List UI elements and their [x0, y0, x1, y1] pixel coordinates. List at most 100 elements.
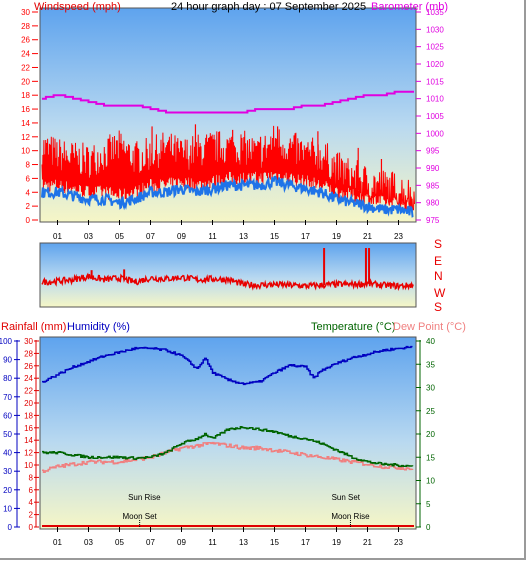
hour-tick-label: 07	[146, 538, 155, 547]
hour-tick-label: 17	[301, 232, 310, 241]
barometer-tick-label: 975	[426, 216, 440, 225]
rainfall-tick-label: 18	[24, 411, 33, 420]
humidity-tick-label: 100	[0, 337, 13, 346]
hour-tick-label: 15	[270, 538, 279, 547]
temperature-label: Temperature (°C)	[311, 321, 395, 333]
windspeed-tick-label: 14	[21, 119, 30, 128]
windspeed-tick-label: 30	[21, 8, 30, 17]
hour-tick-label: 19	[332, 232, 341, 241]
humidity-tick-label: 70	[3, 393, 12, 402]
moonset-label: Moon Set	[123, 512, 158, 521]
rainfall-tick-label: 26	[24, 362, 33, 371]
direction-label: N	[434, 269, 443, 283]
hour-tick-label: 13	[239, 538, 248, 547]
hour-tick-label: 07	[146, 232, 155, 241]
temperature-tick-label: 0	[426, 523, 431, 532]
hour-tick-label: 23	[394, 232, 403, 241]
windspeed-label: Windspeed (mph)	[34, 1, 121, 13]
hour-tick-label: 13	[239, 232, 248, 241]
hour-tick-label: 03	[84, 232, 93, 241]
windspeed-tick-label: 24	[21, 50, 30, 59]
rainfall-tick-label: 2	[29, 511, 34, 520]
rainfall-tick-label: 0	[29, 523, 34, 532]
humidity-tick-label: 90	[3, 356, 12, 365]
direction-plot-area	[39, 242, 417, 308]
hour-tick-label: 09	[177, 538, 186, 547]
hour-tick-label: 09	[177, 232, 186, 241]
barometer-tick-label: 1010	[426, 95, 444, 104]
windspeed-tick-label: 8	[26, 161, 31, 170]
windspeed-tick-label: 16	[21, 105, 30, 114]
rainfall-tick-label: 4	[29, 498, 34, 507]
sunrise-label: Sun Rise	[128, 493, 161, 502]
direction-label: S	[434, 237, 442, 251]
rainfall-tick-label: 16	[24, 424, 33, 433]
temperature-tick-label: 25	[426, 407, 435, 416]
temperature-tick-label: 10	[426, 477, 435, 486]
direction-label: W	[434, 286, 446, 300]
barometer-tick-label: 1035	[426, 8, 444, 17]
humidity-tick-label: 40	[3, 449, 12, 458]
windspeed-tick-label: 22	[21, 63, 30, 72]
windspeed-avg-series	[41, 175, 414, 218]
hour-tick-label: 01	[53, 538, 62, 547]
humidity-label: Humidity (%)	[67, 321, 130, 333]
barometer-tick-label: 995	[426, 147, 440, 156]
temperature-tick-label: 35	[426, 360, 435, 369]
temperature-tick-label: 20	[426, 430, 435, 439]
windspeed-tick-label: 6	[26, 174, 31, 183]
humidity-tick-label: 50	[3, 430, 12, 439]
rainfall-tick-label: 24	[24, 374, 33, 383]
temp-plot-area	[39, 336, 417, 530]
rainfall-tick-label: 12	[24, 449, 33, 458]
hour-tick-label: 21	[363, 538, 372, 547]
windspeed-tick-label: 2	[26, 202, 31, 211]
windspeed-tick-label: 0	[26, 216, 31, 225]
barometer-tick-label: 1025	[426, 43, 444, 52]
humidity-tick-label: 0	[8, 523, 13, 532]
barometer-label: Barometer (mb)	[371, 1, 448, 13]
direction-label: S	[434, 300, 442, 314]
sunset-label: Sun Set	[332, 493, 361, 502]
rainfall-tick-label: 14	[24, 436, 33, 445]
temperature-tick-label: 5	[426, 500, 431, 509]
barometer-tick-label: 1030	[426, 25, 444, 34]
hour-tick-label: 01	[53, 232, 62, 241]
humidity-series	[42, 345, 413, 386]
hour-tick-label: 23	[394, 538, 403, 547]
hour-tick-label: 15	[270, 232, 279, 241]
hour-tick-label: 05	[115, 232, 124, 241]
hour-tick-label: 17	[301, 538, 310, 547]
hour-tick-label: 19	[332, 538, 341, 547]
windspeed-tick-label: 4	[26, 188, 31, 197]
barometer-tick-label: 985	[426, 181, 440, 190]
dewpoint-label: Dew Point (°C)	[393, 321, 466, 333]
windspeed-tick-label: 28	[21, 22, 30, 31]
dewpoint-series	[42, 441, 414, 474]
rainfall-tick-label: 28	[24, 349, 33, 358]
humidity-tick-label: 20	[3, 486, 12, 495]
rainfall-tick-label: 20	[24, 399, 33, 408]
barometer-tick-label: 1000	[426, 129, 444, 138]
barometer-series	[42, 90, 414, 114]
windspeed-tick-label: 18	[21, 91, 30, 100]
hour-tick-label: 03	[84, 538, 93, 547]
humidity-tick-label: 30	[3, 467, 12, 476]
humidity-tick-label: 10	[3, 504, 12, 513]
barometer-tick-label: 980	[426, 199, 440, 208]
barometer-tick-label: 1005	[426, 112, 444, 121]
rainfall-label: Rainfall (mm)	[1, 321, 66, 333]
hour-tick-label: 11	[208, 232, 217, 241]
rainfall-tick-label: 10	[24, 461, 33, 470]
temperature-tick-label: 40	[426, 337, 435, 346]
temperature-tick-label: 30	[426, 384, 435, 393]
wind-direction-series	[41, 272, 414, 292]
rainfall-tick-label: 8	[29, 473, 34, 482]
windspeed-tick-label: 20	[21, 77, 30, 86]
humidity-tick-label: 80	[3, 374, 12, 383]
windspeed-tick-label: 10	[21, 147, 30, 156]
barometer-tick-label: 1020	[426, 60, 444, 69]
hour-tick-label: 11	[208, 538, 217, 547]
